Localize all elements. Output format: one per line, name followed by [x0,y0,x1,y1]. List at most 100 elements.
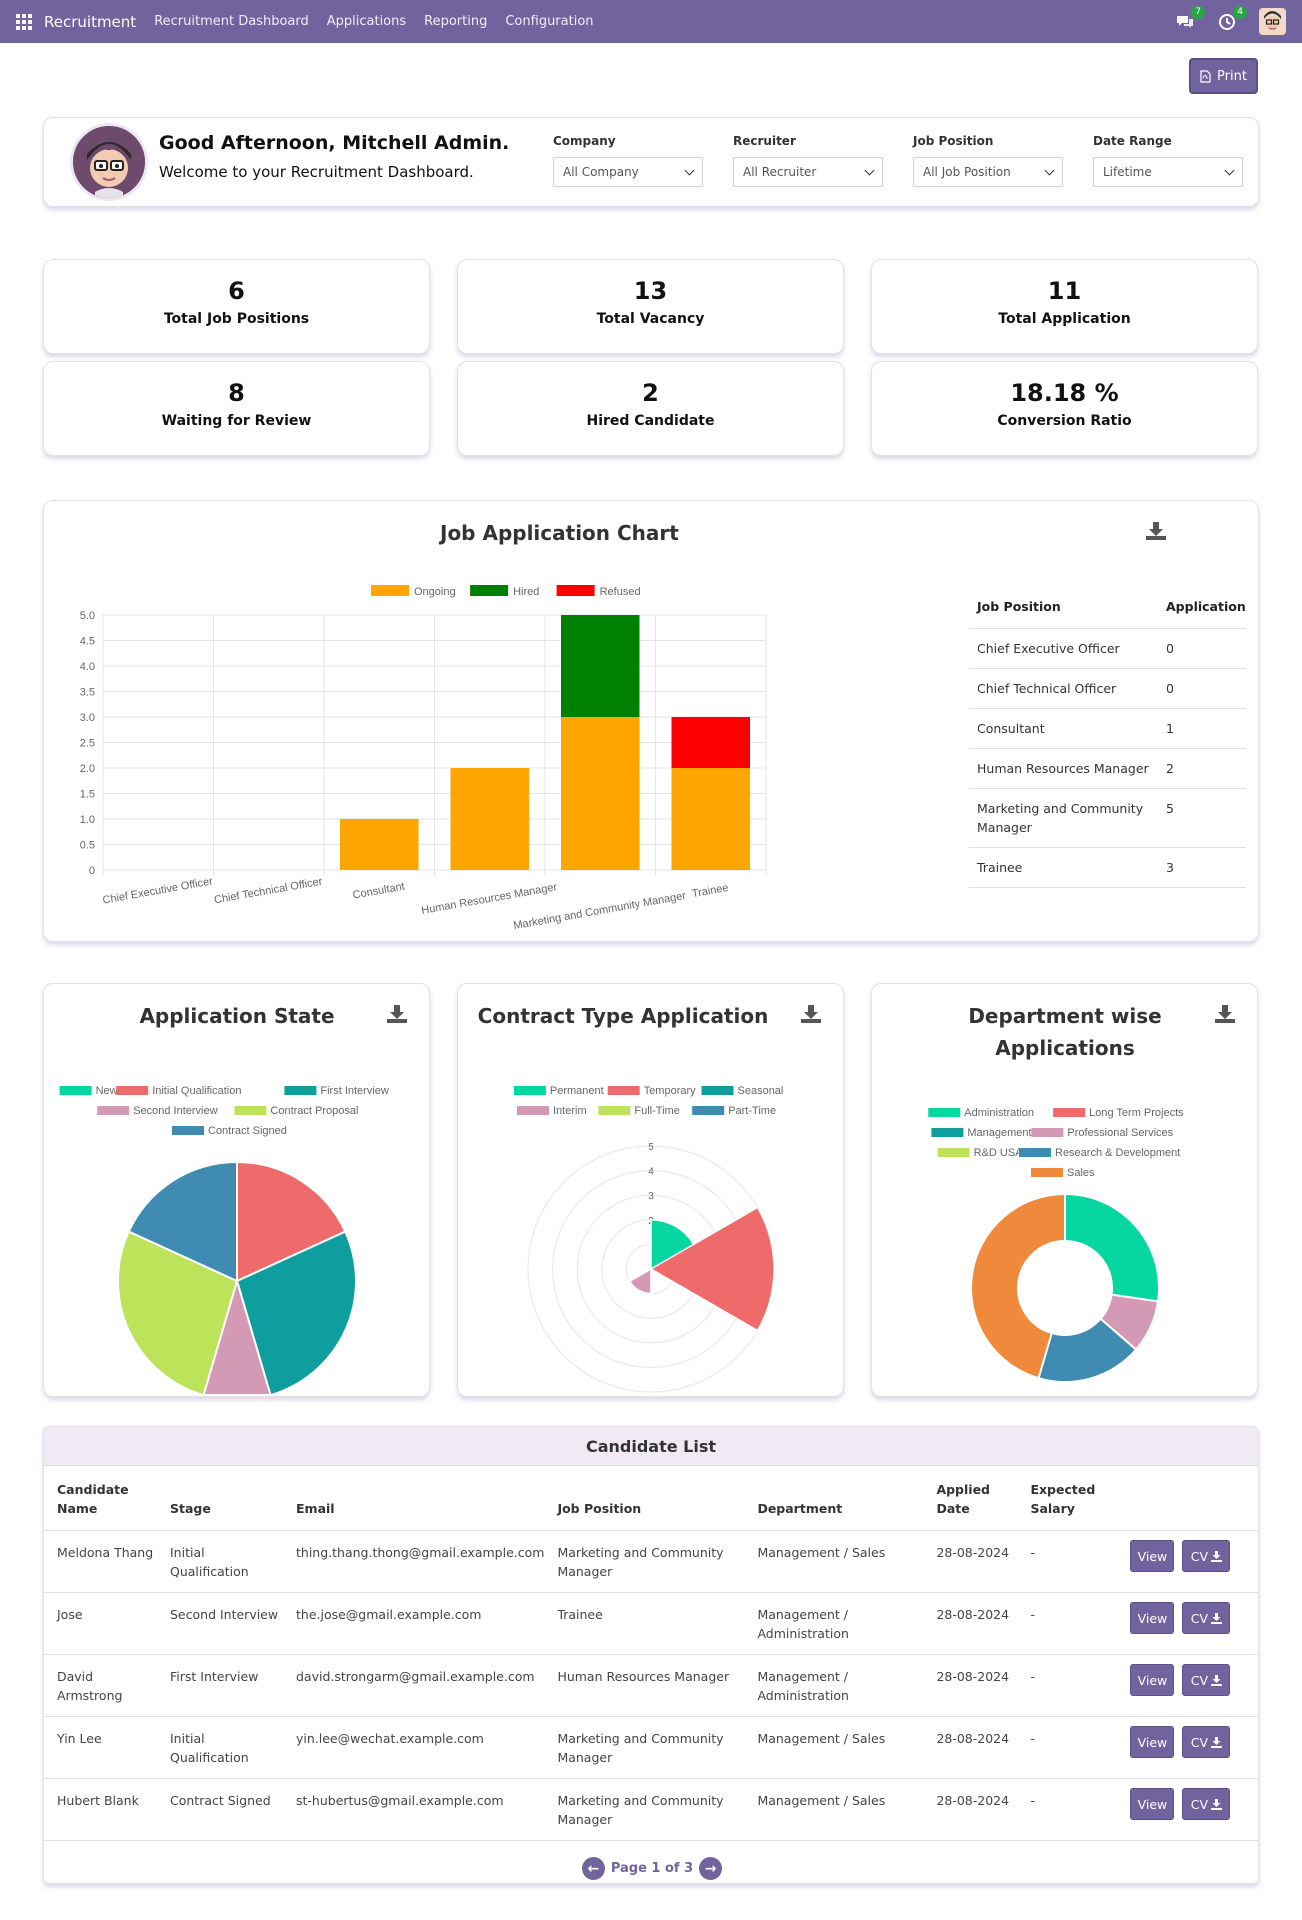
recruiter-select[interactable]: All Recruiter [733,157,883,187]
pie-legend-swatch [97,1106,130,1115]
candidate-expected-salary: - [1017,1530,1118,1593]
candidate-job-position: Marketing and Community Manager [544,1778,745,1841]
stat-label: Total Job Positions [163,311,310,327]
stat-total-application[interactable]: 11 Total Application [871,259,1258,354]
download-icon[interactable] [386,1004,408,1024]
job-count: 0 [1158,668,1246,709]
cv-download-button[interactable]: CV [1182,1602,1231,1634]
cv-download-button[interactable]: CV [1182,1788,1231,1820]
candidate-stage: Contract Signed [157,1778,283,1841]
col-header: Expected Salary [1017,1467,1118,1531]
job-application-bar-chart: Ongoing Hired Refused 0 0.5 1.0 1.5 2.0 2.5 3.0 3.… [80,585,767,931]
view-button[interactable]: View [1130,1726,1175,1758]
doughnut-legend-label: Sales [1067,1167,1095,1179]
doughnut-legend-swatch [1031,1128,1064,1137]
table-row: Marketing and Community Manager 5 [969,788,1246,848]
pagination: ← Page 1 of 3 → [44,1857,1258,1880]
row-actions: View CV [1117,1530,1258,1593]
stat-label: Hired Candidate [586,413,715,429]
job-position-filter: Job Position All Job Position [913,134,1063,187]
col-header-actions [1117,1467,1258,1531]
candidate-department: Management / Administration [744,1654,924,1717]
stat-conversion-ratio[interactable]: 18.18 % Conversion Ratio [871,361,1258,456]
polar-legend-label: Seasonal [738,1085,784,1097]
contract-type-title: Contract Type Application [477,1004,769,1028]
stat-total-vacancy[interactable]: 13 Total Vacancy [457,259,844,354]
stat-hired-candidate[interactable]: 2 Hired Candidate [457,361,844,456]
col-header: Stage [157,1467,283,1531]
download-icon[interactable] [800,1004,822,1024]
download-icon [1211,1674,1223,1686]
app-brand[interactable]: Recruitment [44,12,137,31]
date-range-select[interactable]: Lifetime [1093,157,1243,187]
pie-legend-swatch [284,1086,317,1095]
x-tick-label: Chief Executive Officer [102,875,214,906]
download-icon [1211,1798,1223,1810]
view-button[interactable]: View [1130,1540,1175,1572]
view-button[interactable]: View [1130,1602,1175,1634]
candidate-expected-salary: - [1017,1592,1118,1655]
table-row: David Armstrong First Interview david.stro… [44,1654,1258,1717]
candidate-email: yin.lee@wechat.example.com [283,1716,545,1779]
y-tick-label: 2.0 [80,763,95,775]
job-count: 5 [1158,788,1246,848]
company-select[interactable]: All Company [553,157,703,187]
x-tick-label: Chief Technical Officer [213,876,323,907]
activities-icon[interactable]: 4 [1217,5,1247,32]
candidate-applied-date: 28-08-2024 [923,1716,1018,1779]
stat-value: 11 [1047,277,1082,305]
contract-type-card: Contract Type Application Permanent Tempo… [457,983,844,1397]
job-position-select[interactable]: All Job Position [913,157,1063,187]
cv-download-button[interactable]: CV [1182,1540,1231,1572]
polar-tick-label: 5 [648,1142,654,1153]
nav-reporting[interactable]: Reporting [424,14,488,29]
top-navbar: Recruitment Recruitment Dashboard Applic… [0,0,1302,43]
job-count: 1 [1158,708,1246,749]
download-icon[interactable] [1145,521,1167,541]
cv-download-button[interactable]: CV [1182,1726,1231,1758]
doughnut-legend-swatch [931,1128,964,1137]
col-header: Candidate Name [44,1467,157,1531]
candidate-department: Management / Administration [744,1592,924,1655]
stat-value: 18.18 % [1010,379,1119,407]
user-avatar[interactable] [1259,8,1286,35]
cv-download-button[interactable]: CV [1182,1664,1231,1696]
col-header: Applied Date [923,1467,1018,1531]
polar-legend-swatch [517,1106,549,1115]
job-name: Human Resources Manager [969,748,1158,789]
bar-segment [561,615,640,717]
polar-legend-swatch [701,1086,734,1095]
nav-applications[interactable]: Applications [326,14,407,29]
polar-legend-label: Permanent [550,1085,604,1097]
stat-value: 8 [228,379,245,407]
stat-value: 6 [228,277,245,305]
job-name: Chief Technical Officer [969,668,1158,709]
cv-label: CV [1190,1734,1209,1750]
apps-menu-icon[interactable] [16,13,32,30]
print-button[interactable]: Print [1189,58,1258,94]
messages-icon[interactable]: 7 [1175,5,1205,32]
view-button[interactable]: View [1130,1788,1175,1820]
next-page-button[interactable]: → [699,1857,723,1880]
stat-total-job-positions[interactable]: 6 Total Job Positions [43,259,430,354]
stat-waiting-for-review[interactable]: 8 Waiting for Review [43,361,430,456]
y-tick-label: 0.5 [80,840,95,852]
stat-label: Conversion Ratio [997,413,1132,429]
prev-page-button[interactable]: ← [581,1857,605,1880]
nav-configuration[interactable]: Configuration [505,14,594,29]
welcome-subtitle: Welcome to your Recruitment Dashboard. [159,163,474,181]
table-row: Trainee 3 [969,847,1246,888]
nav-recruitment-dashboard[interactable]: Recruitment Dashboard [154,14,309,29]
pie-slice [127,1160,238,1283]
doughnut-legend-swatch [928,1108,961,1117]
download-icon[interactable] [1214,1004,1236,1024]
view-button[interactable]: View [1130,1664,1175,1696]
company-filter: Company All Company [553,134,703,187]
application-state-title: Application State [139,1004,335,1028]
candidate-email: thing.thang.thong@gmail.example.com [283,1530,545,1593]
doughnut-legend-label: Professional Services [1067,1127,1173,1139]
candidate-expected-salary: - [1017,1778,1118,1841]
y-tick-label: 4.5 [80,636,95,648]
polar-tick-label: 4 [648,1167,654,1178]
candidate-stage: First Interview [157,1654,283,1717]
